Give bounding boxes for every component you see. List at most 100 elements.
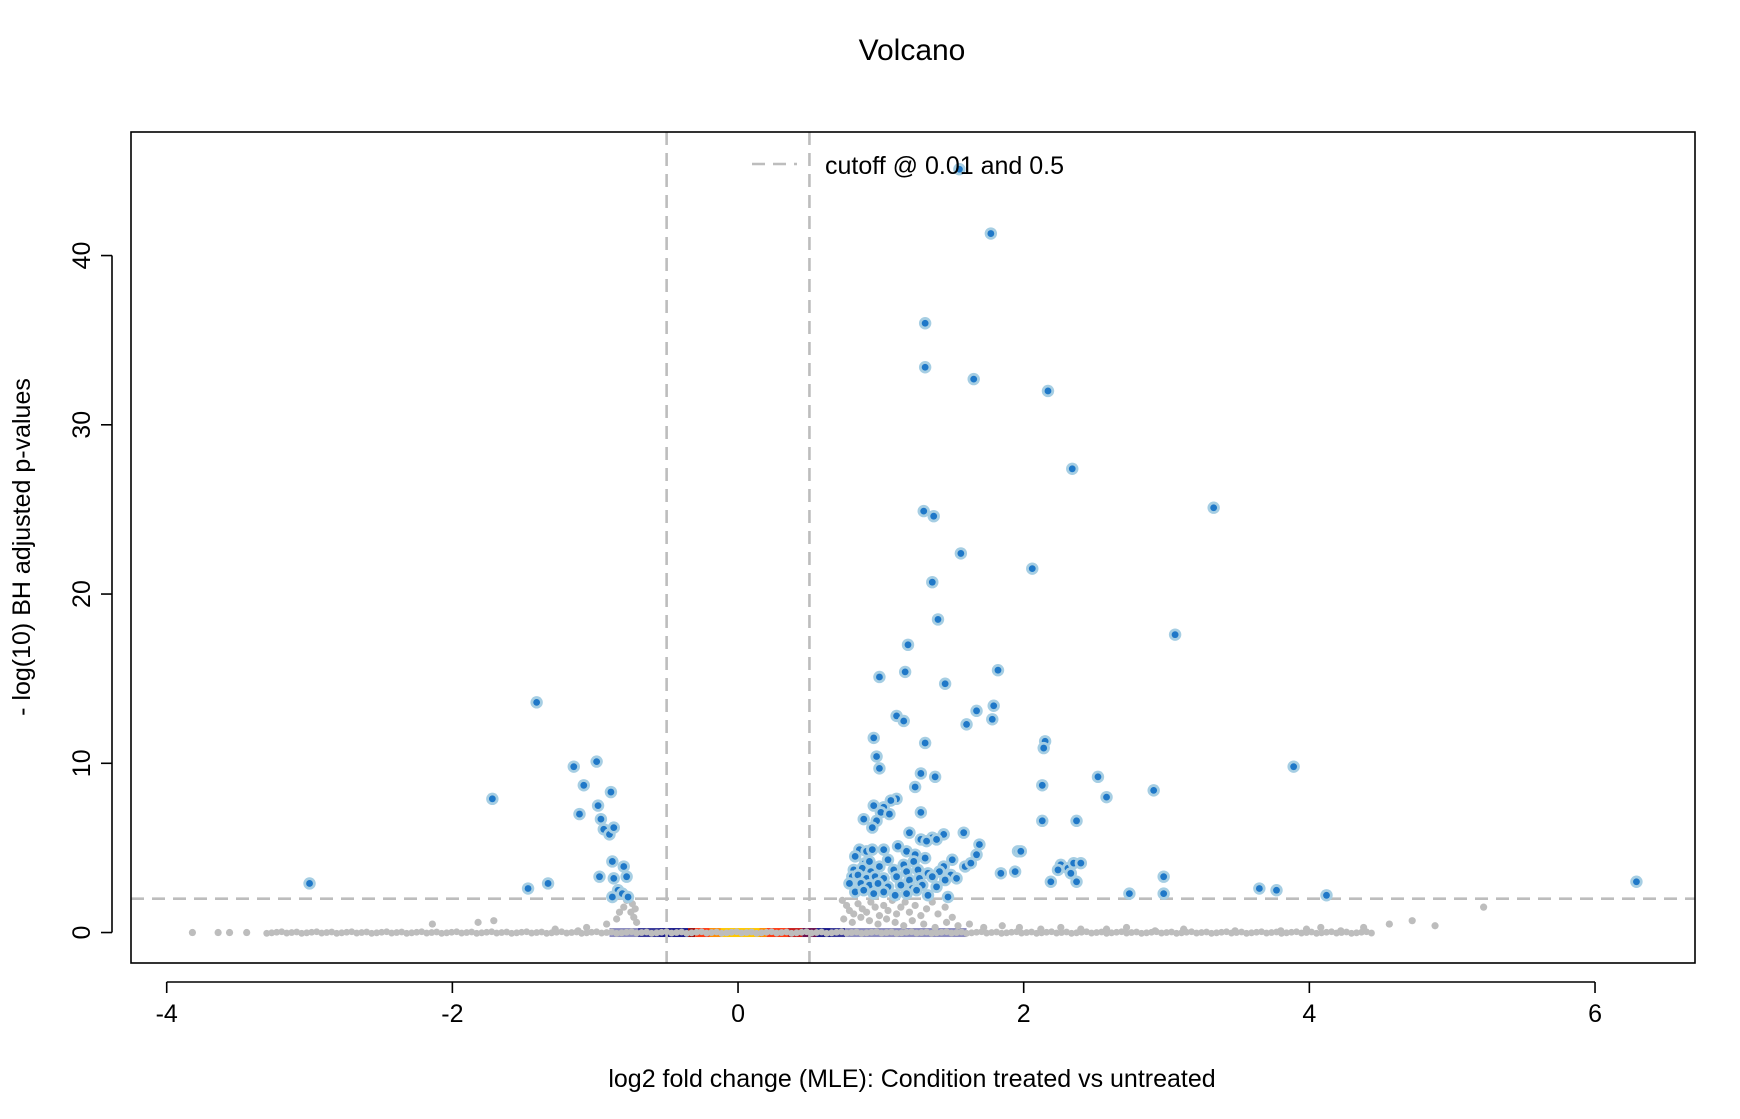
nonsignificant-point bbox=[917, 912, 925, 920]
significant-point-core bbox=[874, 880, 882, 887]
baseline-point bbox=[728, 928, 736, 936]
baseline-point bbox=[318, 929, 326, 937]
baseline-point bbox=[863, 929, 870, 937]
baseline-point bbox=[428, 929, 436, 936]
significant-point bbox=[910, 884, 923, 897]
nonsignificant-point bbox=[848, 918, 856, 926]
nonsignificant-point bbox=[474, 918, 482, 926]
nonsignificant-point bbox=[892, 910, 901, 918]
significant-point bbox=[1041, 384, 1055, 398]
significant-point bbox=[1051, 863, 1065, 877]
significant-point bbox=[877, 843, 890, 856]
baseline-point bbox=[353, 929, 361, 937]
nonsignificant-point bbox=[891, 918, 899, 926]
significant-point bbox=[621, 890, 635, 904]
significant-point bbox=[1147, 784, 1160, 797]
y-tick-label: 0 bbox=[68, 926, 96, 940]
baseline-point bbox=[668, 929, 676, 937]
significant-point bbox=[1070, 814, 1083, 828]
baseline-point bbox=[1263, 929, 1270, 937]
significant-point-core bbox=[533, 698, 541, 706]
significant-point-core bbox=[906, 829, 913, 837]
nonsignificant-point bbox=[862, 908, 871, 916]
nonsignificant-point bbox=[1231, 927, 1239, 935]
significant-point-core bbox=[941, 680, 949, 688]
nonsignificant-point bbox=[633, 918, 641, 926]
significant-point-core bbox=[948, 856, 956, 864]
nonsignificant-point bbox=[1037, 925, 1045, 933]
significant-point bbox=[870, 750, 883, 763]
baseline-point bbox=[483, 928, 491, 936]
nonsignificant-point bbox=[920, 920, 928, 928]
significant-point-core bbox=[928, 873, 936, 881]
y-axis-label: - log(10) BH adjusted p-values bbox=[8, 378, 36, 716]
baseline-point bbox=[1283, 929, 1290, 937]
significant-point bbox=[620, 870, 633, 883]
baseline-point bbox=[918, 929, 925, 936]
significant-point bbox=[883, 807, 896, 821]
significant-point-core bbox=[944, 893, 952, 901]
significant-point bbox=[1014, 845, 1028, 858]
significant-point-core bbox=[524, 885, 532, 892]
baseline-point bbox=[1268, 929, 1275, 936]
significant-point-core bbox=[910, 858, 918, 865]
nonsignificant-point bbox=[1151, 927, 1159, 935]
baseline-point bbox=[658, 928, 666, 936]
significant-point bbox=[921, 889, 935, 902]
baseline-point bbox=[588, 928, 596, 936]
baseline-point bbox=[473, 929, 481, 937]
significant-point-core bbox=[1255, 885, 1263, 892]
baseline-point bbox=[743, 929, 751, 936]
x-tick-label: -4 bbox=[156, 1000, 178, 1028]
nonsignificant-point bbox=[900, 922, 908, 930]
significant-point bbox=[914, 806, 928, 819]
baseline-point bbox=[1253, 928, 1260, 936]
significant-point-core bbox=[893, 873, 900, 881]
significant-point-core bbox=[941, 876, 949, 884]
baseline-point bbox=[893, 929, 900, 937]
significant-point-core bbox=[1094, 773, 1102, 781]
baseline-point bbox=[598, 929, 606, 937]
nonsignificant-point bbox=[1102, 925, 1111, 933]
baseline-point bbox=[373, 929, 381, 937]
baseline-point bbox=[343, 928, 351, 936]
significant-point-core bbox=[913, 886, 920, 894]
significant-point bbox=[1037, 741, 1050, 755]
baseline-point bbox=[388, 929, 396, 937]
baseline-point bbox=[758, 929, 765, 937]
baseline-point bbox=[633, 929, 641, 937]
baseline-point bbox=[683, 929, 691, 937]
significant-point bbox=[918, 361, 932, 374]
baseline-point bbox=[423, 929, 431, 937]
significant-point bbox=[606, 890, 619, 904]
nonsignificant-point bbox=[1408, 917, 1416, 925]
nonsignificant-point bbox=[901, 898, 909, 906]
significant-point bbox=[1026, 562, 1039, 575]
significant-point bbox=[900, 887, 913, 900]
baseline-point bbox=[828, 929, 835, 937]
significant-point bbox=[1036, 779, 1049, 792]
significant-point-core bbox=[903, 890, 910, 898]
significant-point-core bbox=[988, 715, 996, 723]
baseline-point bbox=[973, 928, 980, 936]
significant-point-core bbox=[987, 230, 995, 237]
significant-point bbox=[930, 880, 943, 894]
significant-point-core bbox=[921, 854, 929, 862]
significant-point bbox=[991, 664, 1005, 677]
significant-point-core bbox=[900, 717, 908, 725]
nonsignificant-point bbox=[428, 920, 436, 928]
significant-point bbox=[928, 770, 942, 784]
significant-point-core bbox=[488, 795, 496, 803]
baseline-point bbox=[913, 929, 920, 937]
nonsignificant-point bbox=[214, 928, 222, 937]
nonsignificant-point bbox=[942, 918, 951, 926]
baseline-point bbox=[963, 929, 970, 937]
significant-point bbox=[888, 889, 902, 902]
significant-point bbox=[873, 762, 886, 775]
significant-point-core bbox=[921, 739, 929, 747]
baseline-point bbox=[1218, 928, 1225, 936]
significant-point-core bbox=[887, 797, 895, 804]
baseline-point bbox=[1348, 929, 1355, 937]
baseline-point bbox=[533, 929, 541, 936]
significant-point bbox=[927, 509, 940, 523]
